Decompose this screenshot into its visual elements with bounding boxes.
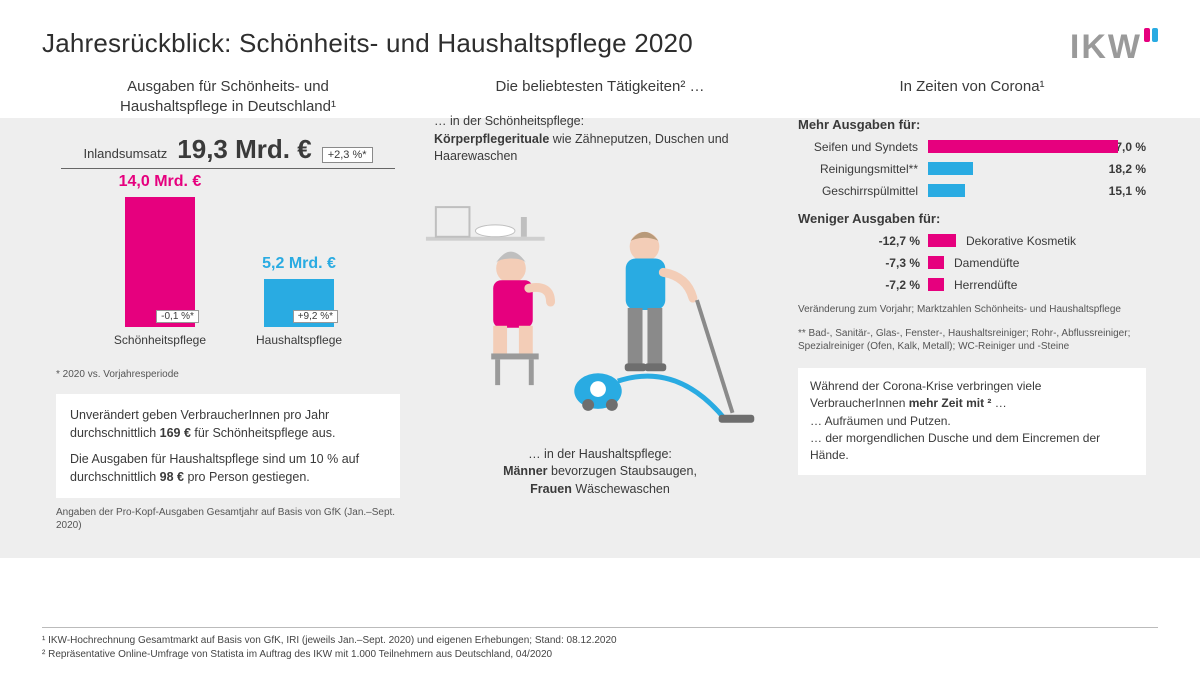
bar-schönheitspflege: 14,0 Mrd. €-0,1 %*Schönheitspflege <box>114 173 206 347</box>
ikw-logo: IKW <box>1070 28 1158 67</box>
more-bar: Geschirrspülmittel15,1 % <box>798 182 1146 199</box>
more-bar: Reinigungsmittel**18,2 % <box>798 160 1146 177</box>
activity-beauty: … in der Schönheitspflege: Körperpfleger… <box>422 107 778 172</box>
kpi-label: Inlandsumsatz <box>83 146 167 161</box>
kpi-value: 19,3 Mrd. € <box>177 134 311 165</box>
illustration <box>422 176 778 436</box>
per-capita-box: Unverändert geben VerbraucherInnen pro J… <box>56 394 400 499</box>
col3-heading: In Zeiten von Corona¹ <box>794 77 1150 97</box>
fineprint-1: Veränderung zum Vorjahr; Marktzahlen Sch… <box>798 303 1146 317</box>
fineprint-2: ** Bad-, Sanitär-, Glas-, Fenster-, Haus… <box>798 327 1146 354</box>
corona-box: Während der Corona-Krise verbringen viel… <box>798 368 1146 475</box>
kpi-change-badge: +2,3 %* <box>322 147 373 163</box>
col-activities: Die beliebtesten Tätigkeiten² … … in der… <box>414 77 786 589</box>
less-bar: -12,7 %Dekorative Kosmetik <box>798 232 1146 249</box>
less-bar: -7,3 %Damendüfte <box>798 254 1146 271</box>
more-bar: Seifen und Syndets77,0 % <box>798 138 1146 155</box>
bar-haushaltspflege: 5,2 Mrd. €+9,2 %*Haushaltspflege <box>256 255 342 347</box>
bar-chart: 14,0 Mrd. €-0,1 %*Schönheitspflege5,2 Mr… <box>50 177 406 347</box>
asterisk-note: * 2020 vs. Vorjahresperiode <box>56 369 406 380</box>
logo-tick-2 <box>1152 28 1158 42</box>
col1-heading: Ausgaben für Schönheits- undHaushaltspfl… <box>50 77 406 118</box>
less-title: Weniger Ausgaben für: <box>798 211 1146 226</box>
page-title: Jahresrückblick: Schönheits- und Haushal… <box>42 28 693 59</box>
logo-tick-1 <box>1144 28 1150 42</box>
more-title: Mehr Ausgaben für: <box>798 117 1146 132</box>
less-bars: -12,7 %Dekorative Kosmetik -7,3 %Damendüf… <box>798 232 1146 293</box>
more-bars: Seifen und Syndets77,0 % Reinigungsmittel… <box>798 138 1146 199</box>
source-note: Angaben der Pro-Kopf-Ausgaben Gesamtjahr… <box>56 506 400 532</box>
footnotes: ¹ IKW-Hochrechnung Gesamtmarkt auf Basis… <box>42 627 1158 662</box>
activity-household: … in der Haushaltspflege: Männer bevorzu… <box>422 440 778 505</box>
col2-heading: Die beliebtesten Tätigkeiten² … <box>422 77 778 97</box>
col-corona: In Zeiten von Corona¹ Mehr Ausgaben für:… <box>786 77 1158 589</box>
less-bar: -7,2 %Herrendüfte <box>798 276 1146 293</box>
col-expenditure: Ausgaben für Schönheits- undHaushaltspfl… <box>42 77 414 589</box>
